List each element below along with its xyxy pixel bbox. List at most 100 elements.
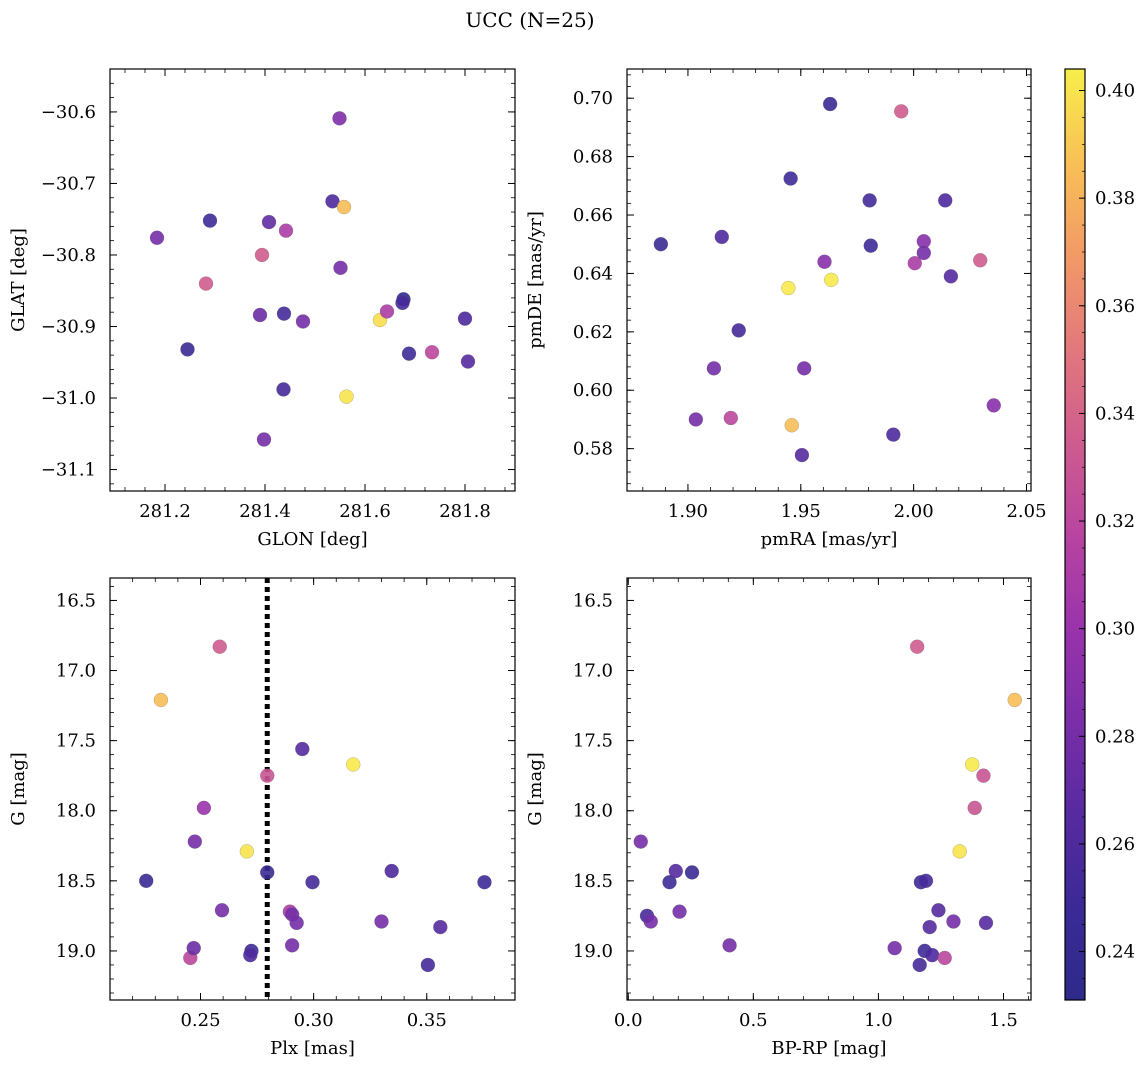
scatter-point bbox=[887, 940, 902, 956]
scatter-point bbox=[198, 276, 214, 291]
x-tick-label: 1.0 bbox=[864, 1010, 893, 1031]
scatter-point bbox=[723, 410, 739, 426]
scatter-point bbox=[973, 253, 988, 268]
y-tick-label: 18.5 bbox=[573, 871, 613, 892]
scatter-point bbox=[295, 314, 311, 329]
scatter-point bbox=[643, 914, 658, 929]
scatter-point bbox=[937, 950, 952, 966]
scatter-point bbox=[243, 947, 258, 963]
scatter-point bbox=[252, 307, 268, 323]
scatter-point bbox=[781, 280, 796, 296]
y-tick-label: 0.68 bbox=[573, 147, 613, 168]
scatter-point bbox=[794, 447, 810, 463]
scatter-point bbox=[139, 873, 154, 889]
scatter-point bbox=[714, 229, 729, 245]
scatter-point bbox=[261, 214, 277, 230]
scatter-point bbox=[912, 957, 927, 973]
y-tick-label: 19.0 bbox=[56, 941, 96, 962]
y-tick-label: 0.64 bbox=[573, 263, 613, 284]
scatter-point bbox=[863, 238, 878, 253]
scatter-point bbox=[916, 245, 931, 261]
scatter-point bbox=[822, 96, 838, 112]
x-tick-label: 281.2 bbox=[139, 501, 191, 522]
scatter-point bbox=[180, 342, 195, 357]
scatter-point bbox=[943, 269, 959, 284]
scatter-point bbox=[333, 260, 348, 276]
scatter-point bbox=[379, 304, 395, 319]
scatter-point bbox=[976, 768, 991, 783]
scatter-point bbox=[153, 692, 169, 708]
axes-frame bbox=[109, 577, 516, 1001]
y-tick-label: 17.5 bbox=[56, 731, 96, 752]
colorbar-tick-label: 0.28 bbox=[1095, 726, 1135, 747]
y-tick-label: 0.60 bbox=[573, 380, 613, 401]
x-tick-label: 0.35 bbox=[407, 1010, 447, 1031]
scatter-point bbox=[784, 418, 799, 433]
scatter-point bbox=[662, 875, 677, 890]
y-tick-label: 17.0 bbox=[56, 661, 96, 682]
y-tick-label: 0.66 bbox=[573, 205, 613, 226]
y-tick-label: 18.5 bbox=[56, 871, 96, 892]
y-tick-label: 17.0 bbox=[573, 661, 613, 682]
scatter-point bbox=[668, 863, 683, 879]
x-tick-label: 0.25 bbox=[180, 1010, 220, 1031]
scatter-point bbox=[289, 915, 304, 931]
colorbar-tick-label: 0.34 bbox=[1095, 403, 1135, 424]
x-tick-label: 2.00 bbox=[894, 501, 934, 522]
scatter-point bbox=[325, 194, 340, 209]
y-tick-label: 18.0 bbox=[573, 801, 613, 822]
y-tick-label: 0.62 bbox=[573, 322, 613, 343]
y-tick-label: −30.7 bbox=[41, 173, 96, 194]
panel-glon-glat: 281.2 281.4 281.6 281.8 −31.1 −31.0 −30.9 −30.8… bbox=[8, 68, 516, 550]
colorbar-tick-label: 0.26 bbox=[1095, 834, 1135, 855]
panel-pmra-pmde: 1.90 1.95 2.00 2.05 0.58 0.60 0.62 0.64 0.66 0.68… bbox=[525, 68, 1047, 550]
scatter-point bbox=[894, 104, 909, 119]
y-tick-label: −30.8 bbox=[41, 245, 96, 266]
scatter-point bbox=[276, 306, 292, 321]
x-tick-label: 1.5 bbox=[989, 1010, 1018, 1031]
x-tick-label: 281.4 bbox=[239, 501, 291, 522]
x-tick-label: 1.90 bbox=[668, 501, 708, 522]
scatter-point bbox=[731, 323, 746, 338]
scatter-point bbox=[938, 193, 953, 208]
scatter-point bbox=[384, 863, 399, 879]
x-tick-label: 1.95 bbox=[781, 501, 821, 522]
scatter-point bbox=[672, 904, 687, 919]
scatter-point bbox=[332, 111, 347, 126]
scatter-point bbox=[952, 844, 967, 859]
y-tick-label: 18.0 bbox=[56, 801, 96, 822]
x-tick-label: 281.6 bbox=[339, 501, 391, 522]
scatter-point bbox=[186, 940, 201, 956]
scatter-point bbox=[401, 346, 417, 361]
y-tick-label: 0.70 bbox=[573, 88, 613, 109]
scatter-point bbox=[824, 272, 839, 288]
scatter-point bbox=[1007, 692, 1022, 708]
scatter-point bbox=[684, 865, 700, 880]
scatter-point bbox=[967, 800, 982, 816]
scatter-point bbox=[924, 947, 940, 963]
y-axis-label: pmDE [mas/yr] bbox=[525, 211, 546, 349]
scatter-point bbox=[946, 914, 961, 929]
axes-frame bbox=[109, 68, 516, 492]
colorbar-tick-label: 0.40 bbox=[1095, 81, 1135, 102]
scatter-point bbox=[922, 919, 937, 935]
scatter-point bbox=[295, 741, 310, 757]
colorbar-tick-label: 0.38 bbox=[1095, 188, 1135, 209]
y-tick-label: −31.0 bbox=[41, 388, 96, 409]
x-tick-label: 2.05 bbox=[1006, 501, 1046, 522]
x-axis-label: BP-RP [mag] bbox=[771, 1038, 886, 1059]
scatter-point bbox=[457, 311, 473, 326]
x-tick-label: 0.5 bbox=[739, 1010, 768, 1031]
scatter-point bbox=[284, 938, 300, 953]
scatter-point bbox=[909, 639, 925, 654]
scatter-point bbox=[477, 875, 492, 890]
scatter-point bbox=[374, 914, 389, 929]
scatter-point bbox=[653, 237, 669, 252]
colorbar-tick-label: 0.32 bbox=[1095, 511, 1135, 532]
scatter-point bbox=[460, 354, 476, 369]
scatter-point bbox=[907, 256, 922, 271]
scatter-point bbox=[395, 295, 410, 311]
scatter-point bbox=[978, 915, 994, 931]
scatter-point bbox=[986, 398, 1001, 413]
